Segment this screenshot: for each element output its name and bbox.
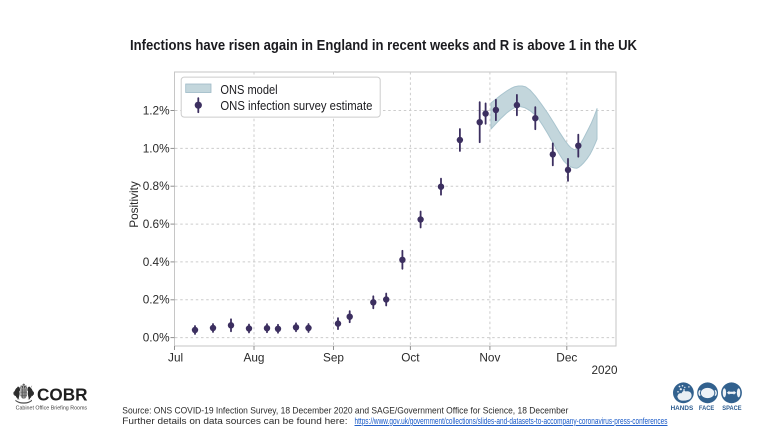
svg-text:0.4%: 0.4%: [143, 255, 170, 269]
svg-text:Infections have risen again in: Infections have risen again in England i…: [130, 38, 637, 54]
svg-text:2020: 2020: [591, 364, 618, 377]
svg-text:Jul: Jul: [168, 350, 183, 364]
svg-text:Sep: Sep: [323, 350, 344, 364]
svg-text:Oct: Oct: [401, 350, 420, 364]
svg-text:ONS infection survey estimate: ONS infection survey estimate: [220, 98, 372, 113]
svg-text:0.8%: 0.8%: [143, 179, 170, 193]
svg-text:FACE: FACE: [699, 405, 715, 412]
svg-text:Dec: Dec: [556, 350, 577, 364]
svg-text:0.2%: 0.2%: [143, 293, 170, 307]
svg-text:Positivity: Positivity: [127, 181, 141, 228]
svg-text:HANDS: HANDS: [671, 405, 694, 412]
svg-text:Further details on data source: Further details on data sources can be f…: [122, 416, 350, 427]
svg-text:Aug: Aug: [244, 350, 265, 364]
svg-text:SPACE: SPACE: [722, 405, 742, 412]
svg-text:COBR: COBR: [37, 385, 88, 405]
svg-text:Nov: Nov: [479, 350, 500, 364]
svg-text:ONS model: ONS model: [220, 82, 277, 97]
svg-text:https://www.gov.uk/government/: https://www.gov.uk/government/collection…: [355, 416, 668, 427]
svg-text:1.0%: 1.0%: [143, 141, 170, 155]
svg-text:1.2%: 1.2%: [143, 103, 170, 117]
svg-text:0.6%: 0.6%: [143, 217, 170, 231]
svg-text:Cabinet Office Briefing Rooms: Cabinet Office Briefing Rooms: [16, 406, 88, 412]
svg-text:0.0%: 0.0%: [143, 331, 170, 345]
svg-text:Source: ONS COVID-19 Infection: Source: ONS COVID-19 Infection Survey, 1…: [122, 406, 568, 417]
